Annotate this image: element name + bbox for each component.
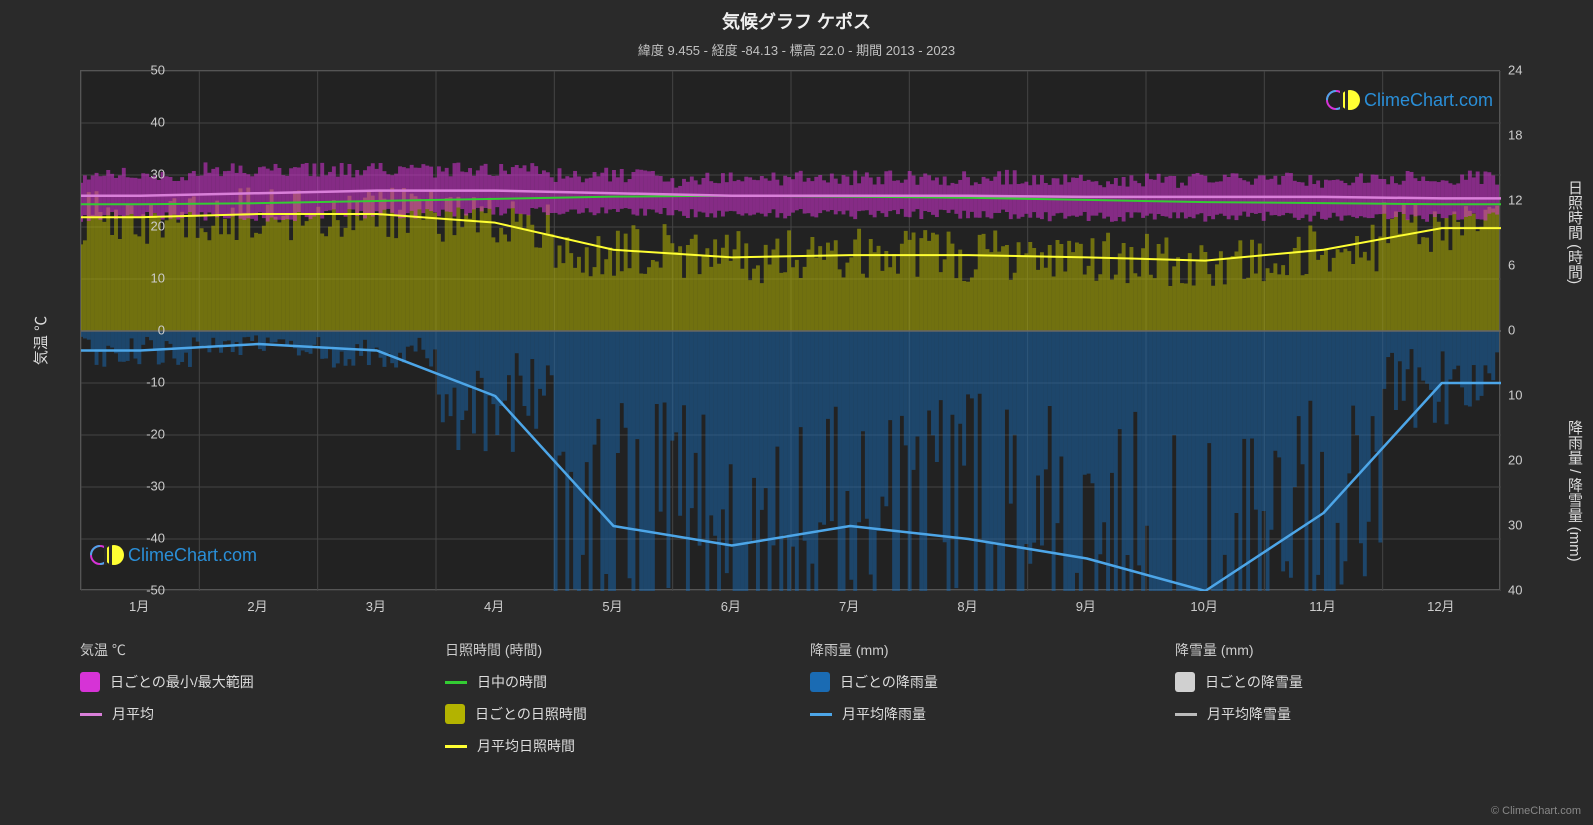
legend-item: 日中の時間 xyxy=(445,672,770,692)
y-right1-tick: 6 xyxy=(1508,258,1548,273)
legend-swatch-icon xyxy=(810,672,830,692)
y-left-tick: -30 xyxy=(125,479,165,494)
logo-icon xyxy=(90,540,120,570)
y-left-tick: 50 xyxy=(125,63,165,78)
legend-header: 日照時間 (時間) xyxy=(445,640,770,660)
y-right2-tick: 20 xyxy=(1508,453,1548,468)
legend-swatch-icon xyxy=(445,704,465,724)
legend-label: 日ごとの最小/最大範囲 xyxy=(110,672,254,692)
y-axis-right1-label: 日照時間 (時間) xyxy=(1564,180,1585,284)
chart-title: 気候グラフ ケポス xyxy=(0,0,1593,34)
chart-area xyxy=(80,70,1500,590)
legend-header: 気温 ℃ xyxy=(80,640,405,660)
legend-label: 月平均降雪量 xyxy=(1207,704,1291,724)
legend-label: 日ごとの降雪量 xyxy=(1205,672,1303,692)
chart-subtitle: 緯度 9.455 - 経度 -84.13 - 標高 22.0 - 期間 2013… xyxy=(0,34,1593,59)
x-tick: 6月 xyxy=(701,596,761,615)
y-right1-tick: 12 xyxy=(1508,193,1548,208)
legend-line-icon xyxy=(810,713,832,716)
y-left-tick: -20 xyxy=(125,427,165,442)
y-right1-tick: 0 xyxy=(1508,323,1548,338)
y-right1-tick: 24 xyxy=(1508,63,1548,78)
legend-item: 日ごとの降雪量 xyxy=(1175,672,1500,692)
x-tick: 10月 xyxy=(1174,596,1234,615)
x-tick: 7月 xyxy=(819,596,879,615)
legend-line-icon xyxy=(445,681,467,684)
y-left-tick: 10 xyxy=(125,271,165,286)
y-right2-tick: 10 xyxy=(1508,388,1548,403)
legend-item: 月平均降雨量 xyxy=(810,704,1135,724)
y-right1-tick: 18 xyxy=(1508,128,1548,143)
legend-label: 月平均 xyxy=(112,704,154,724)
x-tick: 8月 xyxy=(938,596,998,615)
x-tick: 4月 xyxy=(464,596,524,615)
legend-item: 日ごとの最小/最大範囲 xyxy=(80,672,405,692)
legend-column: 降雪量 (mm) 日ごとの降雪量月平均降雪量 xyxy=(1175,640,1500,768)
legend-header: 降雨量 (mm) xyxy=(810,640,1135,660)
x-tick: 3月 xyxy=(346,596,406,615)
legend-swatch-icon xyxy=(1175,672,1195,692)
logo-icon xyxy=(1326,85,1356,115)
y-left-tick: -10 xyxy=(125,375,165,390)
legend-area: 気温 ℃ 日ごとの最小/最大範囲月平均 日照時間 (時間) 日中の時間日ごとの日照時間… xyxy=(80,640,1500,768)
y-axis-right2-label: 降雨量 / 降雪量 (mm) xyxy=(1564,420,1585,562)
x-tick: 1月 xyxy=(109,596,169,615)
legend-line-icon xyxy=(445,745,467,748)
x-tick: 2月 xyxy=(228,596,288,615)
y-right2-tick: 30 xyxy=(1508,518,1548,533)
y-right2-tick: 40 xyxy=(1508,583,1548,598)
y-left-tick: 40 xyxy=(125,115,165,130)
y-axis-left-label: 気温 ℃ xyxy=(30,316,51,365)
legend-column: 降雨量 (mm) 日ごとの降雨量月平均降雨量 xyxy=(810,640,1135,768)
legend-swatch-icon xyxy=(80,672,100,692)
legend-item: 月平均降雪量 xyxy=(1175,704,1500,724)
legend-column: 日照時間 (時間) 日中の時間日ごとの日照時間月平均日照時間 xyxy=(445,640,770,768)
copyright-text: © ClimeChart.com xyxy=(1491,805,1581,817)
legend-item: 日ごとの降雨量 xyxy=(810,672,1135,692)
watermark-bottom-left: ClimeChart.com xyxy=(90,540,257,570)
plot-box xyxy=(80,70,1500,590)
legend-header: 降雪量 (mm) xyxy=(1175,640,1500,660)
y-left-tick: 20 xyxy=(125,219,165,234)
legend-label: 月平均日照時間 xyxy=(477,736,575,756)
chart-svg xyxy=(81,71,1501,591)
x-tick: 12月 xyxy=(1411,596,1471,615)
legend-column: 気温 ℃ 日ごとの最小/最大範囲月平均 xyxy=(80,640,405,768)
y-left-tick: 0 xyxy=(125,323,165,338)
legend-line-icon xyxy=(1175,713,1197,716)
watermark-text: ClimeChart.com xyxy=(128,545,257,566)
legend-item: 日ごとの日照時間 xyxy=(445,704,770,724)
page-container: 気候グラフ ケポス 緯度 9.455 - 経度 -84.13 - 標高 22.0… xyxy=(0,0,1593,825)
watermark-top-right: ClimeChart.com xyxy=(1326,85,1493,115)
legend-label: 月平均降雨量 xyxy=(842,704,926,724)
x-tick: 11月 xyxy=(1293,596,1353,615)
legend-label: 日ごとの降雨量 xyxy=(840,672,938,692)
legend-label: 日中の時間 xyxy=(477,672,547,692)
x-tick: 9月 xyxy=(1056,596,1116,615)
legend-line-icon xyxy=(80,713,102,716)
legend-label: 日ごとの日照時間 xyxy=(475,704,587,724)
legend-item: 月平均 xyxy=(80,704,405,724)
legend-item: 月平均日照時間 xyxy=(445,736,770,756)
y-left-tick: 30 xyxy=(125,167,165,182)
watermark-text: ClimeChart.com xyxy=(1364,90,1493,111)
x-tick: 5月 xyxy=(583,596,643,615)
